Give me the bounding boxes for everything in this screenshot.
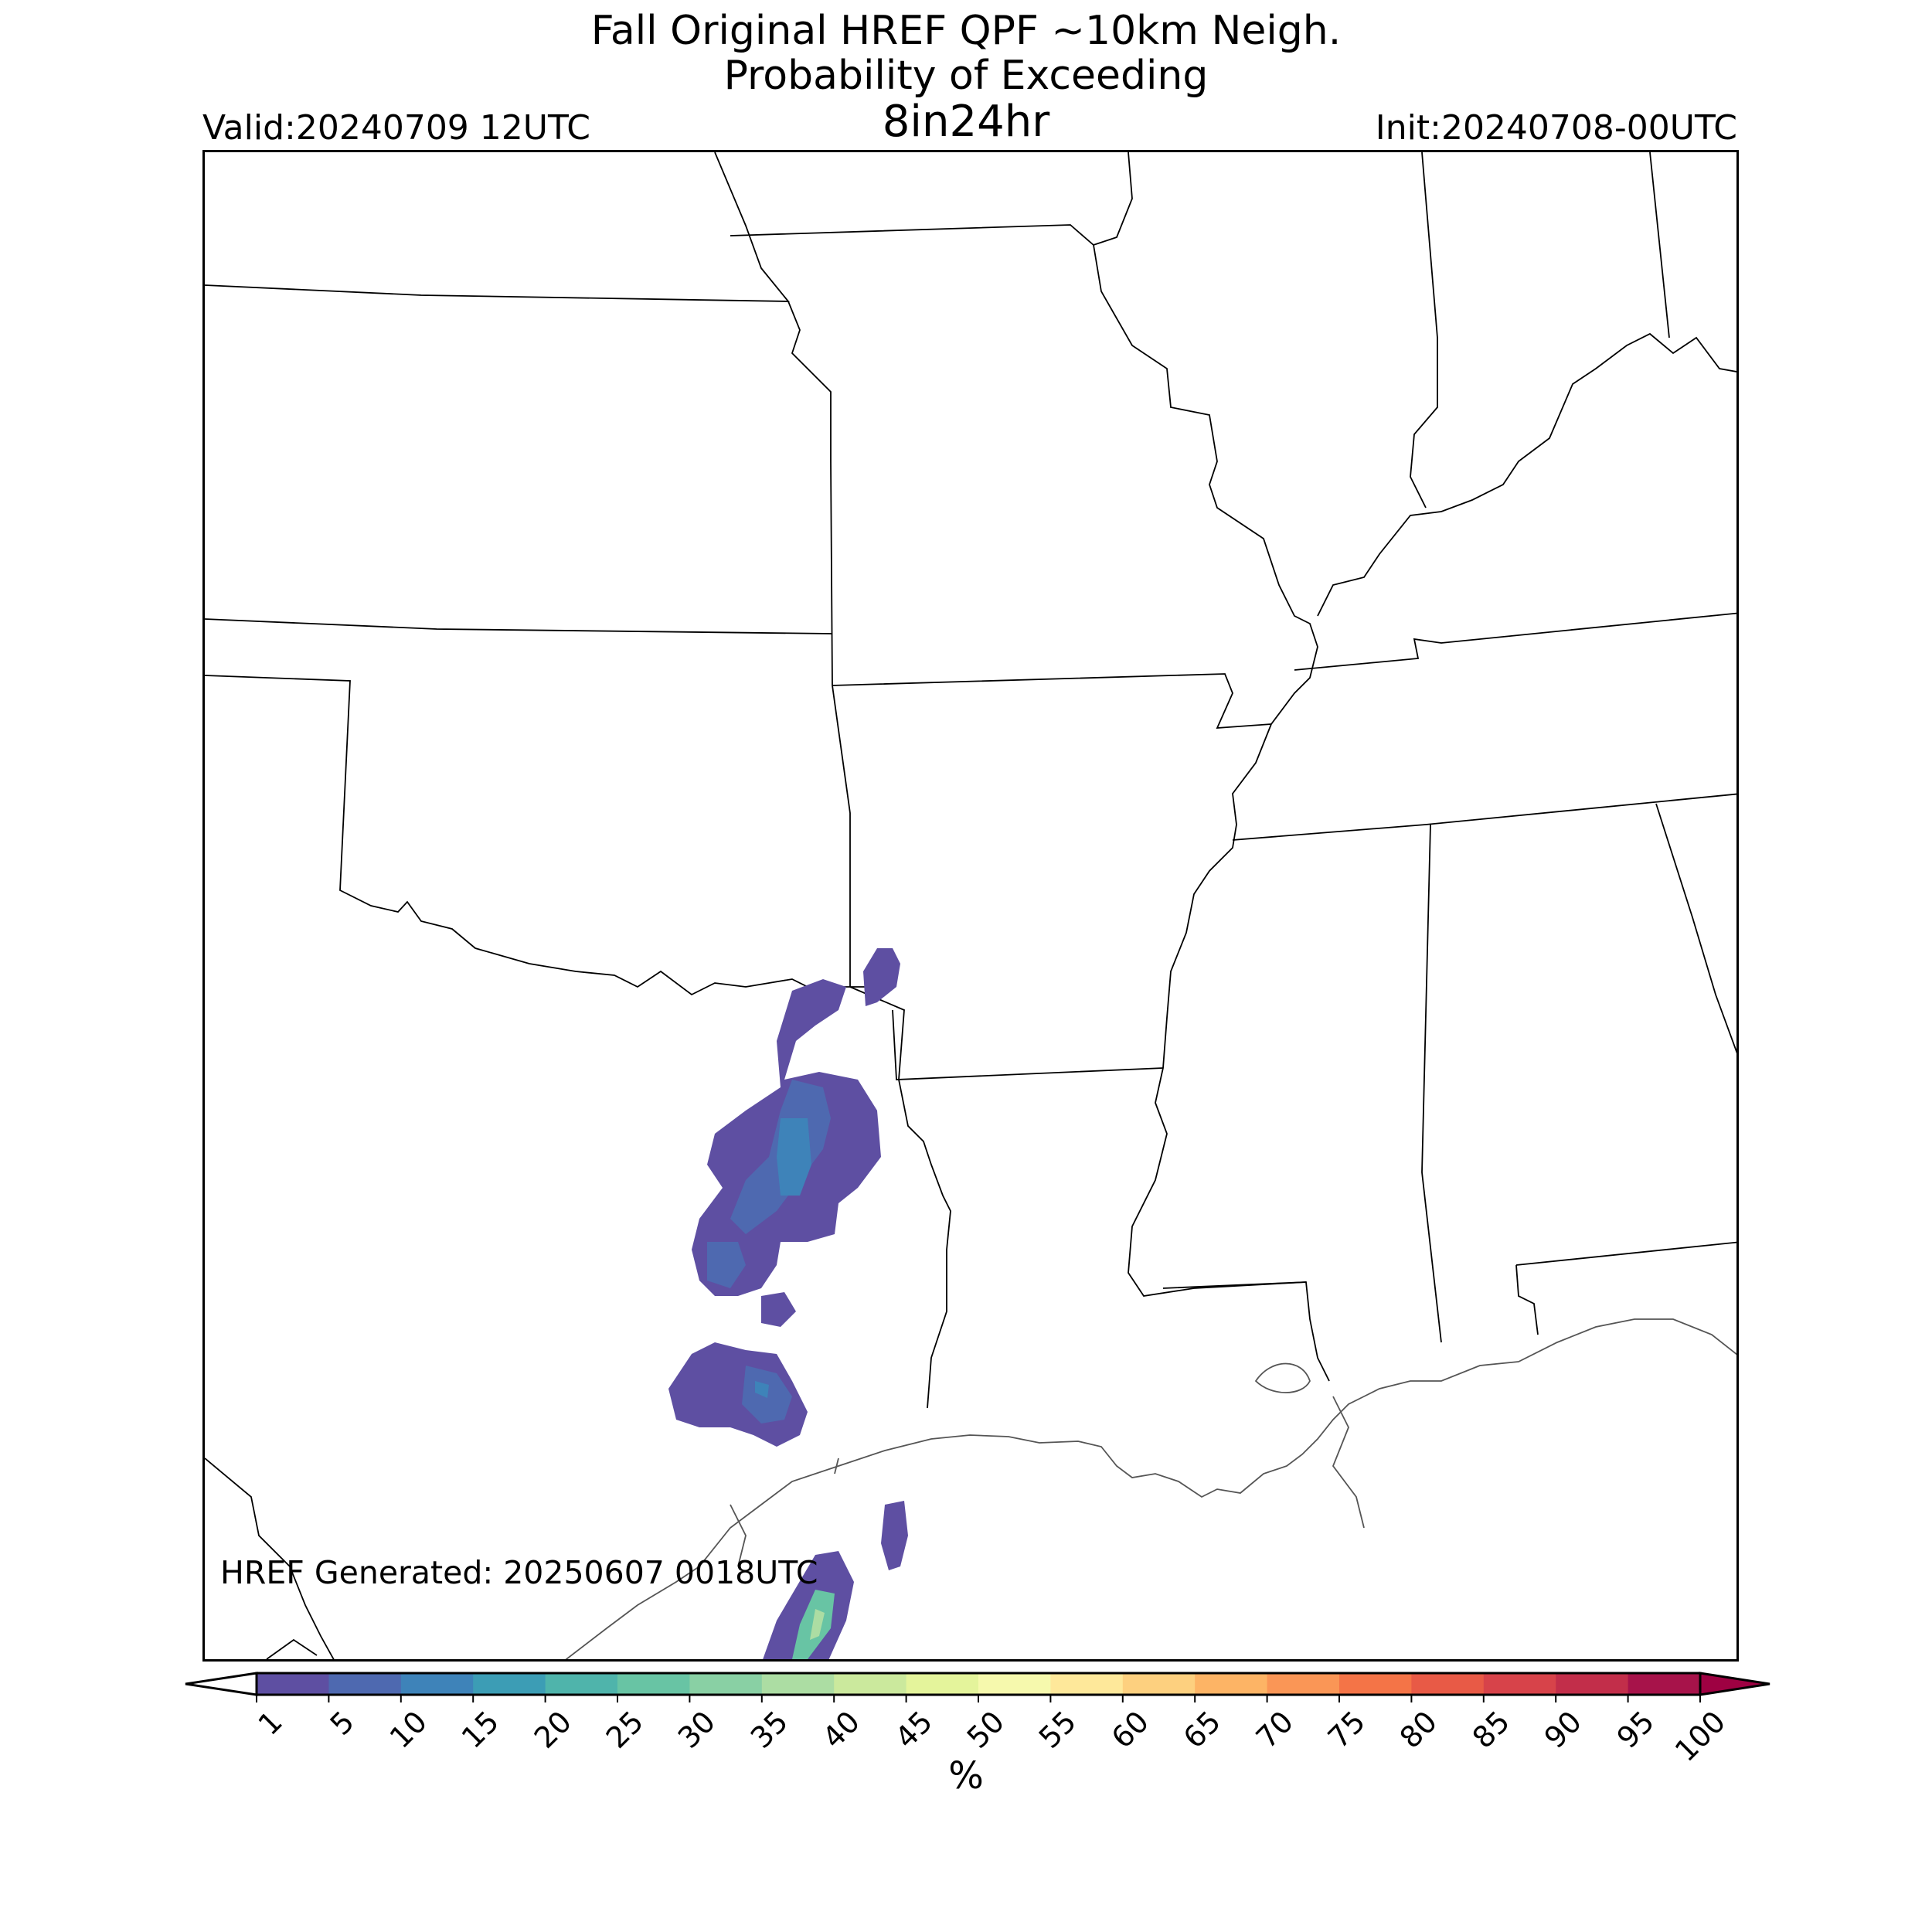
colorbar-segment bbox=[400, 1673, 474, 1695]
init-time-label: Init:20240708-00UTC bbox=[1375, 108, 1737, 148]
colorbar-segment bbox=[1339, 1673, 1412, 1695]
colorbar bbox=[185, 1672, 1770, 1702]
coastline bbox=[565, 1318, 1736, 1659]
colorbar-segment bbox=[1195, 1673, 1268, 1695]
colorbar-segment bbox=[978, 1673, 1051, 1695]
colorbar-segment bbox=[906, 1673, 979, 1695]
colorbar-segment bbox=[834, 1673, 907, 1695]
colorbar-segment bbox=[689, 1673, 763, 1695]
valid-time-label: Valid:20240709 12UTC bbox=[202, 108, 591, 148]
basemap bbox=[205, 152, 1736, 1659]
colorbar-extend-high bbox=[1699, 1672, 1770, 1696]
colorbar-segment bbox=[761, 1673, 835, 1695]
colorbar-segment bbox=[1050, 1673, 1124, 1695]
generated-timestamp: HREF Generated: 20250607 0018UTC bbox=[220, 1554, 818, 1591]
colorbar-unit-label: % bbox=[948, 1754, 984, 1798]
colorbar-segment bbox=[1483, 1673, 1556, 1695]
colorbar-segment bbox=[545, 1673, 618, 1695]
title-line-3: 8in24hr bbox=[882, 97, 1050, 147]
colorbar-segment bbox=[617, 1673, 690, 1695]
probability-field bbox=[668, 948, 908, 1659]
colorbar-segment bbox=[328, 1673, 402, 1695]
title-line-1: Fall Original HREF QPF ~10km Neigh. bbox=[590, 8, 1342, 54]
colorbar-segment bbox=[257, 1673, 329, 1695]
colorbar-extend-low bbox=[185, 1672, 258, 1696]
map-panel: HREF Generated: 20250607 0018UTC bbox=[202, 150, 1739, 1662]
colorbar-segment bbox=[473, 1673, 546, 1695]
colorbar-segment bbox=[1267, 1673, 1340, 1695]
state-borders bbox=[205, 152, 1736, 1659]
colorbar-segment bbox=[1122, 1673, 1196, 1695]
title-line-2: Probability of Exceeding bbox=[723, 53, 1209, 99]
colorbar-segment bbox=[1556, 1673, 1629, 1695]
colorbar-segment bbox=[1628, 1673, 1701, 1695]
colorbar-segment bbox=[1411, 1673, 1485, 1695]
